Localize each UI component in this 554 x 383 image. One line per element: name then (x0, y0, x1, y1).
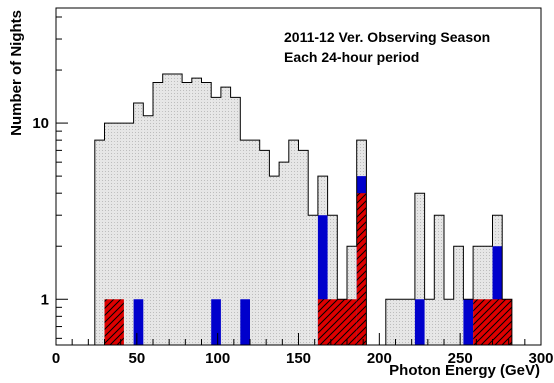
histogram-bar-s0-28 (385, 299, 415, 345)
histogram-bar-s0-29 (414, 193, 425, 345)
histogram-bar-s0-1 (104, 123, 115, 345)
histogram-bar-s0-19 (279, 162, 289, 345)
histogram-bar-s1-0 (133, 299, 144, 345)
histogram-bar-s0-15 (240, 140, 250, 345)
histogram-bar-s1-5 (414, 299, 425, 345)
x-tick-label: 100 (205, 350, 230, 367)
histogram-bar-s0-10 (191, 78, 202, 345)
histogram-bar-s0-5 (143, 115, 153, 345)
histogram-bar-s0-12 (211, 97, 221, 345)
y-tick-label: 10 (32, 115, 49, 132)
x-axis-title: Photon Energy (GeV) (389, 362, 540, 379)
histogram-bar-s0-16 (250, 140, 260, 345)
histogram-bar-s2-2 (356, 193, 367, 345)
histogram-bar-s0-18 (269, 176, 280, 345)
histogram-bar-s0-6 (153, 82, 163, 345)
histogram-bar-s2-3 (473, 299, 512, 345)
histogram-bar-s0-33 (453, 246, 464, 345)
histogram-bar-s0-13 (220, 87, 231, 345)
x-tick-label: 300 (528, 350, 553, 367)
histogram-bar-s0-3 (123, 123, 134, 345)
histogram-bar-s1-2 (240, 299, 250, 345)
histogram-bar-s1-1 (211, 299, 221, 345)
annotation-period: Each 24-hour period (284, 49, 419, 65)
axes: 0 50 100 150 200 250 300 1 10 (32, 7, 554, 367)
histogram-outline (94, 73, 513, 345)
x-tick-label: 150 (286, 350, 311, 367)
annotation-season: 2011-12 Ver. Observing Season (284, 29, 490, 45)
histogram-bar-s2-0 (104, 299, 124, 345)
x-tick-label: 200 (367, 350, 392, 367)
histogram-bar-s0-4 (133, 103, 144, 345)
histogram-bar-s0-24 (327, 215, 338, 345)
histogram-bar-s0-32 (444, 299, 454, 345)
y-axis-title: Number of Nights (8, 10, 25, 136)
histogram-bar-s0-2 (114, 123, 124, 345)
histogram-bar-s0-11 (201, 82, 212, 345)
histogram-bar-s0-20 (288, 140, 299, 345)
histogram-bar-s0-31 (434, 215, 444, 345)
histogram-bar-s0-30 (424, 299, 435, 345)
histogram-bar-s1-7 (492, 246, 503, 345)
x-tick-label: 250 (448, 350, 473, 367)
plot-area (94, 73, 513, 345)
histogram-bar-s0-26 (347, 246, 357, 345)
histogram-bar-s0-9 (182, 82, 192, 345)
histogram-bar-s1-6 (463, 299, 474, 345)
histogram-bar-s0-8 (172, 73, 183, 345)
histogram-bar-s0-0 (94, 140, 105, 345)
histogram-bar-s2-1 (317, 299, 357, 345)
histogram-bar-s0-22 (308, 215, 318, 345)
y-tick-label: 1 (41, 291, 49, 308)
histogram-bar-s0-21 (298, 150, 309, 345)
histogram-bar-s0-7 (162, 73, 173, 345)
x-tick-label: 0 (52, 350, 60, 367)
histogram-bar-s1-3 (317, 215, 328, 345)
x-tick-label: 50 (128, 350, 145, 367)
histogram-bar-s0-17 (259, 150, 270, 345)
histogram-bar-s0-14 (230, 97, 241, 345)
